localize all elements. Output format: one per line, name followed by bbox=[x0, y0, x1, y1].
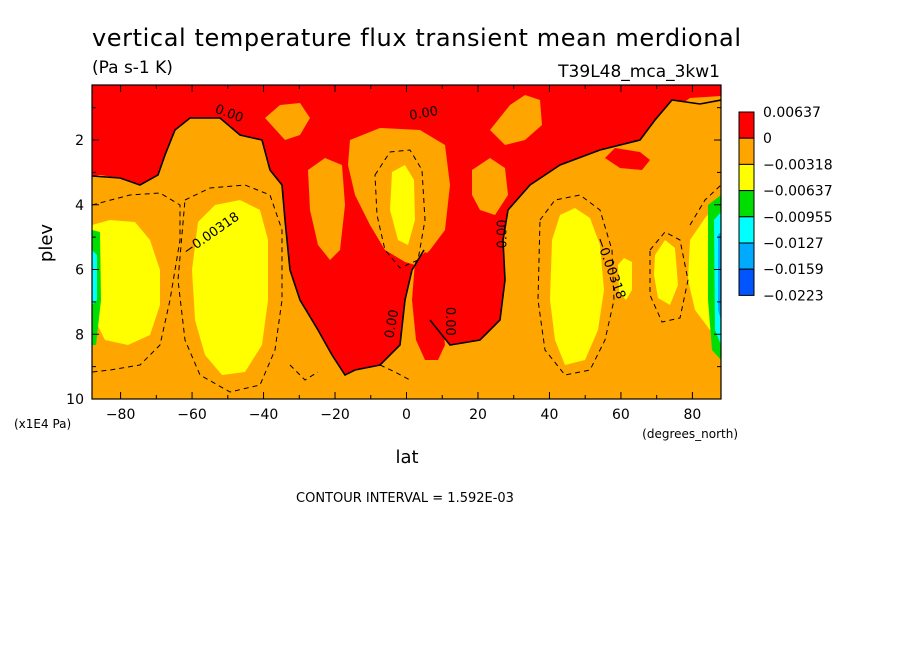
x-axis-units: (degrees_north) bbox=[642, 427, 738, 441]
legend-label: −0.0159 bbox=[763, 262, 824, 278]
y-axis-label: plev bbox=[36, 224, 57, 263]
y-tick-label: 10 bbox=[66, 392, 84, 408]
contour-label: 0.00 bbox=[496, 219, 511, 248]
x-axis-label: lat bbox=[395, 447, 418, 468]
contour-interval-note: CONTOUR INTERVAL = 1.592E-03 bbox=[296, 491, 514, 506]
zero-contours bbox=[92, 99, 721, 377]
legend-label: −0.00955 bbox=[763, 210, 833, 226]
chart-title: vertical temperature flux transient mean… bbox=[92, 24, 742, 52]
x-tick-label: −60 bbox=[177, 407, 207, 423]
dataset-label: T39L48_mca_3kw1 bbox=[557, 62, 720, 82]
contour-label: 0.00 bbox=[382, 308, 402, 339]
legend-label: 0.00637 bbox=[763, 105, 821, 121]
chart-titles: vertical temperature flux transient mean… bbox=[92, 24, 742, 82]
legend-swatch bbox=[738, 111, 755, 139]
y-tick-label: 4 bbox=[75, 198, 84, 214]
yellow-south-midlat bbox=[192, 200, 268, 375]
orange-hole-south bbox=[308, 158, 345, 260]
x-tick-label: 20 bbox=[469, 407, 487, 423]
legend-swatch bbox=[738, 137, 755, 165]
cyan-south-edge bbox=[92, 250, 97, 305]
legend-swatch bbox=[738, 268, 755, 296]
dashed-contours bbox=[92, 149, 721, 395]
red-island-right bbox=[605, 148, 650, 170]
color-legend: 0.00637 0 −0.00318 −0.00637 −0.00955 −0.0127 −… bbox=[738, 105, 833, 304]
red-island-lower bbox=[412, 252, 445, 360]
yellow-equator bbox=[390, 165, 415, 245]
legend-label: −0.0223 bbox=[763, 288, 824, 304]
chart-units: (Pa s-1 K) bbox=[92, 58, 173, 78]
x-tick-label: 40 bbox=[541, 407, 559, 423]
legend-swatch bbox=[738, 242, 755, 270]
x-axis: −80 −60 −40 −20 0 20 40 60 80 bbox=[106, 85, 701, 423]
y-axis-units: (x1E4 Pa) bbox=[14, 417, 71, 431]
y-tick-label: 6 bbox=[75, 263, 84, 279]
legend-swatch bbox=[738, 216, 755, 244]
y-tick-label: 8 bbox=[75, 327, 84, 343]
orange-hole-far-right bbox=[660, 96, 721, 140]
legend-label: −0.00318 bbox=[763, 157, 833, 173]
legend-swatch bbox=[738, 190, 755, 218]
contour-label: 0.00 bbox=[408, 104, 439, 124]
x-tick-label: 0 bbox=[402, 407, 411, 423]
legend-swatch bbox=[738, 163, 755, 192]
x-tick-label: 60 bbox=[612, 407, 630, 423]
yellow-north-small-1 bbox=[618, 258, 632, 300]
yellow-south-polar bbox=[92, 220, 160, 345]
plot-area bbox=[92, 85, 721, 399]
x-tick-label: −40 bbox=[249, 407, 279, 423]
contour-label: 0.00 bbox=[442, 307, 457, 336]
x-tick-label: 80 bbox=[683, 407, 701, 423]
y-tick-label: 2 bbox=[75, 133, 84, 149]
x-tick-label: −80 bbox=[106, 407, 136, 423]
orange-hole-upper-left bbox=[265, 103, 310, 140]
yellow-north-small-2 bbox=[654, 240, 678, 305]
orange-hole-top-right bbox=[490, 95, 542, 145]
legend-label: 0 bbox=[763, 131, 772, 147]
y-axis: 2 4 6 8 10 bbox=[66, 107, 721, 408]
yellow-north-midlat bbox=[550, 208, 604, 365]
orange-hole-top-left bbox=[168, 125, 200, 172]
legend-label: −0.00637 bbox=[763, 184, 833, 200]
x-tick-label: −20 bbox=[320, 407, 350, 423]
legend-label: −0.0127 bbox=[763, 236, 824, 252]
orange-hole-north bbox=[472, 158, 508, 215]
blue-north-edge bbox=[718, 232, 721, 320]
